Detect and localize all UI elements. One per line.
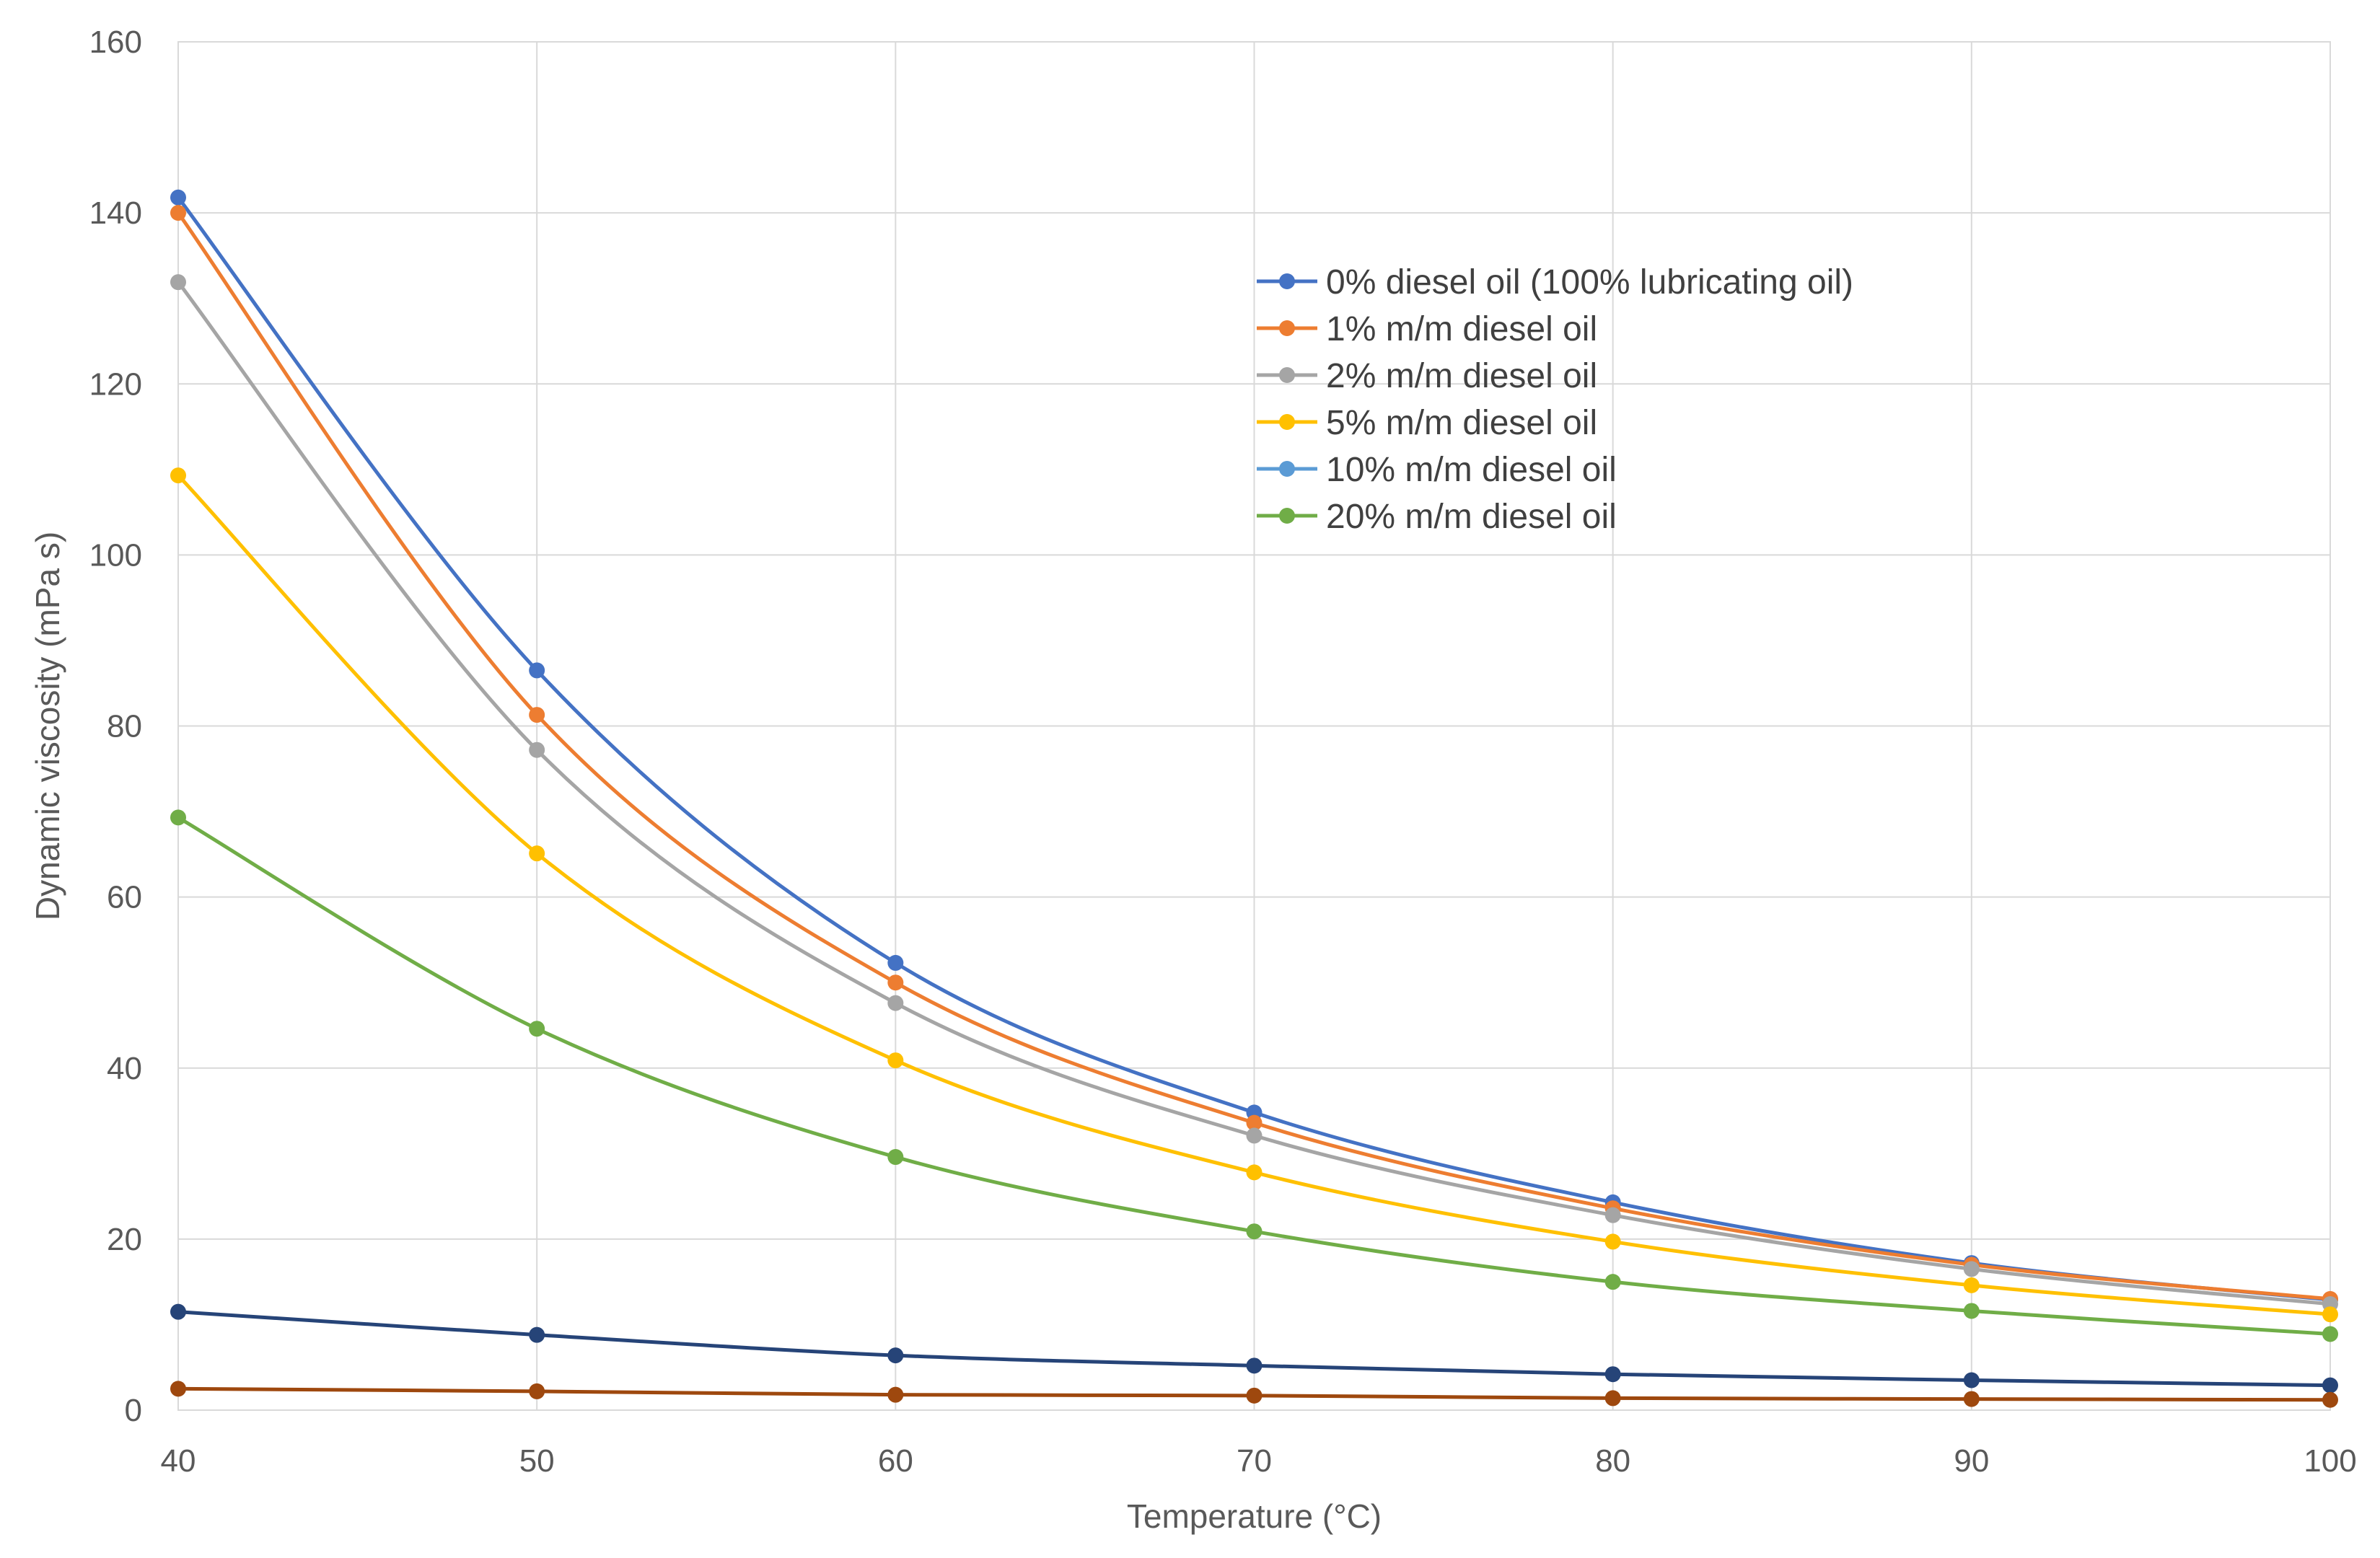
legend: 0% diesel oil (100% lubricating oil) 1% m… xyxy=(1257,263,1853,536)
x-tick-label: 40 xyxy=(161,1443,196,1479)
data-point xyxy=(1246,1387,1263,1404)
legend-item: 20% m/m diesel oil xyxy=(1257,498,1617,536)
data-point xyxy=(1963,1303,1980,1319)
data-point xyxy=(2322,1391,2338,1408)
legend-item: 5% m/m diesel oil xyxy=(1257,404,1597,442)
data-point xyxy=(1963,1277,1980,1293)
tick-labels: 0 20 40 60 80 100 120 140 160 40 50 60 70 80 90 100 xyxy=(89,25,2357,1479)
data-point xyxy=(2322,1326,2338,1342)
legend-label: 2% m/m diesel oil xyxy=(1326,357,1597,395)
data-point xyxy=(887,954,904,971)
legend-marker xyxy=(1279,414,1295,430)
y-tick-label: 160 xyxy=(89,25,142,60)
data-point xyxy=(529,1383,545,1399)
legend-label: 5% m/m diesel oil xyxy=(1326,404,1597,442)
x-tick-label: 90 xyxy=(1954,1443,1989,1479)
y-axis-title: Dynamic viscosity (mPa s) xyxy=(29,532,66,920)
data-point xyxy=(170,1303,186,1320)
legend-item: 10% m/m diesel oil xyxy=(1257,451,1617,489)
data-point xyxy=(1963,1372,1980,1388)
data-point xyxy=(1604,1207,1621,1223)
legend-item: 0% diesel oil (100% lubricating oil) xyxy=(1257,263,1853,302)
legend-label: 0% diesel oil (100% lubricating oil) xyxy=(1326,263,1853,302)
y-tick-label: 60 xyxy=(107,880,142,915)
y-tick-label: 20 xyxy=(107,1222,142,1257)
data-point xyxy=(1246,1164,1263,1181)
data-point xyxy=(1246,1127,1263,1144)
data-point xyxy=(529,741,545,758)
y-tick-label: 40 xyxy=(107,1051,142,1086)
y-tick-label: 80 xyxy=(107,709,142,744)
legend-marker xyxy=(1279,367,1295,383)
data-point xyxy=(1604,1366,1621,1383)
data-point xyxy=(1246,1223,1263,1240)
data-point xyxy=(170,274,186,291)
plot-area-border xyxy=(177,41,2331,1411)
data-point xyxy=(529,1326,545,1343)
series-7 xyxy=(170,1381,2338,1408)
legend-marker xyxy=(1279,508,1295,524)
data-point xyxy=(1963,1391,1980,1407)
data-point xyxy=(887,1386,904,1403)
series-line xyxy=(176,280,2332,1306)
x-tick-label: 50 xyxy=(519,1443,555,1479)
data-point xyxy=(887,1149,904,1166)
data-point xyxy=(170,1381,186,1397)
series-group xyxy=(170,189,2338,1408)
data-point xyxy=(170,205,186,221)
data-point xyxy=(1246,1357,1263,1374)
data-point xyxy=(170,189,186,206)
data-point xyxy=(2322,1306,2338,1323)
data-point xyxy=(529,707,545,723)
legend-marker xyxy=(1279,320,1295,336)
y-tick-label: 0 xyxy=(125,1393,142,1428)
data-point xyxy=(529,845,545,862)
legend-item: 1% m/m diesel oil xyxy=(1257,310,1597,348)
data-point xyxy=(1246,1114,1263,1131)
series-3 xyxy=(170,467,2338,1323)
data-point xyxy=(887,974,904,991)
data-point xyxy=(887,1347,904,1364)
x-tick-label: 100 xyxy=(2304,1443,2356,1479)
legend-marker xyxy=(1279,461,1295,477)
series-6 xyxy=(170,1303,2338,1394)
x-axis-title: Temperature (°C) xyxy=(1127,1497,1382,1535)
y-tick-label: 100 xyxy=(89,537,142,573)
series-line xyxy=(176,211,2332,1301)
y-tick-label: 140 xyxy=(89,195,142,231)
legend-label: 20% m/m diesel oil xyxy=(1326,498,1617,536)
legend-label: 1% m/m diesel oil xyxy=(1326,310,1597,348)
data-point xyxy=(1604,1390,1621,1407)
data-point xyxy=(1604,1274,1621,1290)
legend-marker xyxy=(1279,273,1295,289)
data-point xyxy=(529,662,545,679)
data-point xyxy=(170,809,186,826)
data-point xyxy=(1963,1261,1980,1277)
x-tick-label: 60 xyxy=(878,1443,913,1479)
series-5 xyxy=(170,809,2338,1342)
data-point xyxy=(2322,1377,2338,1394)
series-2 xyxy=(170,274,2338,1312)
legend-label: 10% m/m diesel oil xyxy=(1326,451,1617,489)
y-tick-label: 120 xyxy=(89,366,142,402)
data-point xyxy=(529,1021,545,1037)
data-point xyxy=(170,467,186,484)
x-tick-label: 70 xyxy=(1237,1443,1272,1479)
data-point xyxy=(887,995,904,1011)
x-tick-label: 80 xyxy=(1595,1443,1630,1479)
data-point xyxy=(887,1052,904,1069)
legend-item: 2% m/m diesel oil xyxy=(1257,357,1597,395)
data-point xyxy=(1604,1233,1621,1250)
